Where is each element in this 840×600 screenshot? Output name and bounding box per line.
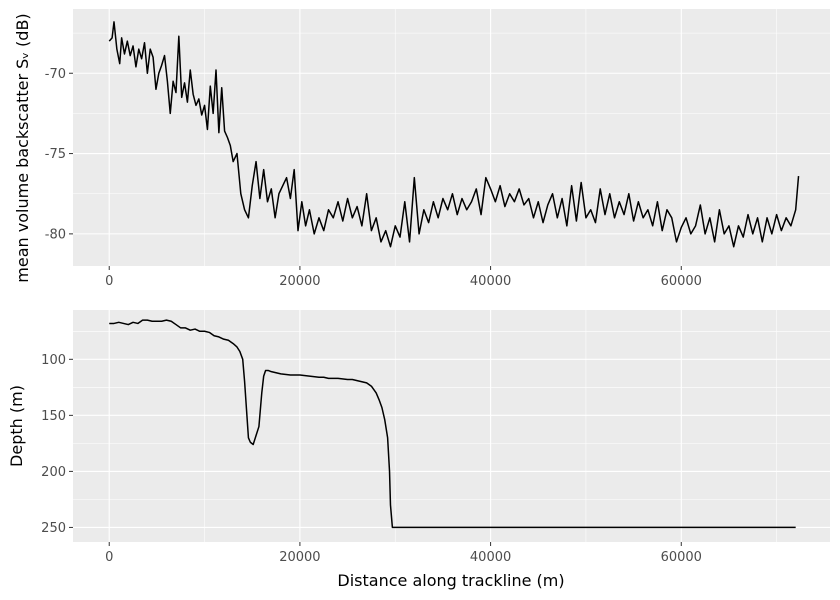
depth-y-tick-label: 100 — [41, 353, 66, 368]
backscatter-series-line — [108, 21, 800, 248]
depth-x-tick-label: 60000 — [661, 550, 702, 565]
depth-y-tick-label: 150 — [41, 409, 66, 424]
depth-x-tick-label: 0 — [105, 550, 113, 565]
depth-series-line — [109, 319, 796, 529]
backscatter-y-axis-title: mean volume backscatter Sᵥ (dB) — [13, 13, 32, 282]
depth-y-tick-label: 200 — [41, 465, 66, 480]
depth-axis-ticks: 0 20000 40000 60000 100 150 200 250 — [41, 353, 702, 565]
backscatter-y-tick-label: -75 — [45, 147, 66, 162]
backscatter-x-tick-label: 40000 — [470, 274, 511, 289]
backscatter-x-tick-label: 60000 — [661, 274, 702, 289]
backscatter-axis-ticks: 0 20000 40000 60000 -80 -75 -70 — [45, 67, 702, 289]
depth-panel-background — [73, 310, 830, 542]
depth-y-tick-label: 250 — [41, 521, 66, 536]
x-axis-title: Distance along trackline (m) — [337, 571, 564, 590]
backscatter-x-tick-label: 20000 — [279, 274, 320, 289]
depth-y-axis-title: Depth (m) — [7, 385, 26, 467]
depth-x-tick-label: 40000 — [470, 550, 511, 565]
backscatter-y-tick-label: -70 — [45, 67, 66, 82]
backscatter-panel: 0 20000 40000 60000 -80 -75 -70 mean volume ba… — [13, 9, 830, 289]
depth-panel: 0 20000 40000 60000 100 150 200 250 Depth (m) D… — [7, 310, 830, 590]
backscatter-x-tick-label: 0 — [105, 274, 113, 289]
depth-x-tick-label: 20000 — [279, 550, 320, 565]
backscatter-y-tick-label: -80 — [45, 227, 66, 242]
backscatter-gridlines — [73, 9, 830, 266]
depth-gridlines — [73, 310, 830, 542]
